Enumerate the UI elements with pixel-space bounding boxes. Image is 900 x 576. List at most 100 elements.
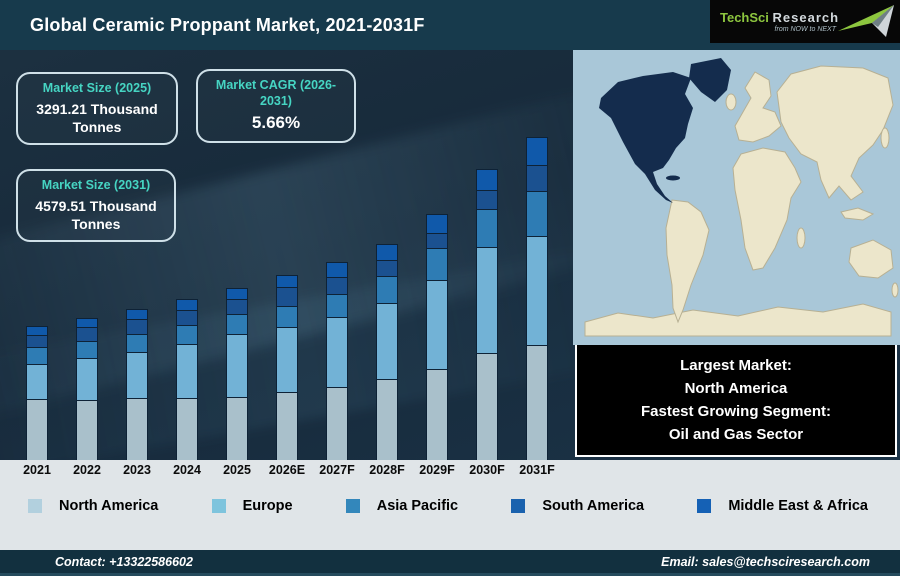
x-axis-label-2025: 2025 — [223, 463, 251, 477]
legend-label: Middle East & Africa — [728, 498, 868, 514]
legend-item-middle-east-africa: Middle East & Africa — [697, 498, 868, 514]
stacked-bar-2026E — [276, 275, 298, 460]
market-cagr-value: 5.66% — [251, 113, 301, 133]
bar-segment-south-america — [376, 260, 398, 276]
bar-segment-middle-east-africa — [26, 326, 48, 335]
stacked-bar-2024 — [176, 299, 198, 460]
bar-segment-europe — [176, 344, 198, 399]
legend-label: Europe — [242, 498, 293, 514]
bar-segment-europe — [126, 351, 148, 399]
legend-label: Asia Pacific — [376, 498, 459, 514]
bar-segment-north-america — [426, 368, 448, 460]
x-axis-label-2024: 2024 — [173, 463, 201, 477]
indonesia-region — [840, 207, 875, 221]
bar-segment-north-america — [276, 391, 298, 460]
bar-segment-south-america — [326, 276, 348, 294]
madagascar-region — [796, 227, 806, 249]
x-axis-label-2030F: 2030F — [469, 463, 505, 477]
footer-bar: Contact: +13322586602 Email: sales@techs… — [0, 550, 900, 576]
stacked-bar-2028F — [376, 244, 398, 460]
highlight-box: Largest Market: North America Fastest Gr… — [575, 345, 897, 457]
market-size-2025-box: Market Size (2025) 3291.21 Thousand Tonn… — [16, 72, 178, 145]
bar-segment-middle-east-africa — [426, 214, 448, 233]
bar-chart — [0, 50, 570, 460]
bar-segment-middle-east-africa — [176, 299, 198, 311]
legend-item-south-america: South America — [511, 498, 644, 514]
bar-segment-asia-pacific — [276, 305, 298, 327]
bar-segment-south-america — [426, 232, 448, 248]
world-map — [573, 50, 900, 345]
bar-segment-north-america — [376, 379, 398, 460]
market-size-2031-box: Market Size (2031) 4579.51 Thousand Tonn… — [16, 169, 176, 242]
bar-segment-asia-pacific — [126, 334, 148, 352]
stacked-bar-2027F — [326, 262, 348, 460]
x-axis-label-2021: 2021 — [23, 463, 51, 477]
greenland-region — [689, 58, 731, 102]
legend-swatch — [345, 499, 360, 513]
logo-brand: TechSci Research — [720, 10, 838, 25]
logo-brand-primary: TechSci — [720, 10, 769, 25]
bar-segment-asia-pacific — [476, 209, 498, 248]
bar-segment-middle-east-africa — [526, 137, 548, 166]
bar-segment-europe — [526, 235, 548, 346]
market-cagr-label: Market CAGR (2026-2031) — [215, 78, 337, 108]
africa-region — [732, 147, 802, 271]
bar-segment-south-america — [26, 334, 48, 347]
south-america-region — [665, 199, 710, 324]
page-title: Global Ceramic Proppant Market, 2021-203… — [30, 14, 425, 35]
bar-segment-north-america — [126, 398, 148, 460]
market-size-2025-value: 3291.21 Thousand Tonnes — [36, 100, 158, 135]
fastest-segment-label: Fastest Growing Segment: — [640, 403, 832, 420]
bar-segment-europe — [476, 247, 498, 353]
uk-region — [725, 93, 737, 111]
bar-segment-north-america — [226, 396, 248, 460]
bar-segment-north-america — [26, 399, 48, 460]
bar-segment-south-america — [176, 310, 198, 326]
legend-swatch — [511, 499, 526, 513]
x-axis-label-2029F: 2029F — [419, 463, 455, 477]
stacked-bar-2031F — [526, 137, 548, 460]
bar-segment-asia-pacific — [226, 314, 248, 335]
x-axis-label-2023: 2023 — [123, 463, 151, 477]
world-map-svg — [573, 50, 900, 345]
legend-swatch — [28, 499, 42, 513]
caribbean-region — [666, 175, 680, 181]
bar-segment-asia-pacific — [26, 346, 48, 364]
europe-region — [734, 71, 782, 143]
bar-segment-south-america — [76, 327, 98, 342]
asia-region — [776, 65, 894, 201]
market-cagr-box: Market CAGR (2026-2031) 5.66% — [196, 69, 356, 144]
logo-arrow-icon — [838, 5, 894, 37]
stacked-bar-2022 — [76, 318, 98, 460]
largest-market-value: North America — [684, 379, 788, 397]
bar-segment-south-america — [226, 298, 248, 315]
north-america-region — [599, 72, 693, 203]
bar-segment-europe — [226, 334, 248, 397]
legend-item-asia-pacific: Asia Pacific — [345, 498, 459, 514]
legend-swatch — [697, 499, 712, 513]
bar-segment-south-america — [526, 165, 548, 191]
footer-contact: Contact: +13322586602 — [55, 554, 193, 569]
bar-segment-north-america — [176, 398, 198, 460]
largest-market-label: Largest Market: — [680, 356, 792, 374]
new-zealand-region — [891, 282, 899, 298]
bar-segment-south-america — [126, 319, 148, 335]
stacked-bar-2029F — [426, 214, 448, 460]
bar-segment-asia-pacific — [426, 247, 448, 281]
bar-segment-europe — [76, 357, 98, 400]
title-bar: Global Ceramic Proppant Market, 2021-203… — [0, 0, 900, 50]
legend-label: South America — [542, 498, 645, 514]
bar-segment-middle-east-africa — [126, 309, 148, 319]
stacked-bar-2021 — [26, 326, 48, 460]
bar-segment-south-america — [476, 190, 498, 210]
bar-segment-asia-pacific — [176, 325, 198, 345]
bottom-band: 2021 2022 2023 2024 2025 2026E 2027F 2028F 2029F… — [0, 460, 900, 550]
bar-segment-europe — [426, 280, 448, 369]
bar-segment-north-america — [476, 352, 498, 460]
bar-segment-middle-east-africa — [326, 262, 348, 277]
x-axis-label-2028F: 2028F — [369, 463, 405, 477]
x-axis-label-2022: 2022 — [73, 463, 101, 477]
bar-segment-asia-pacific — [526, 190, 548, 236]
bar-segment-middle-east-africa — [476, 169, 498, 191]
